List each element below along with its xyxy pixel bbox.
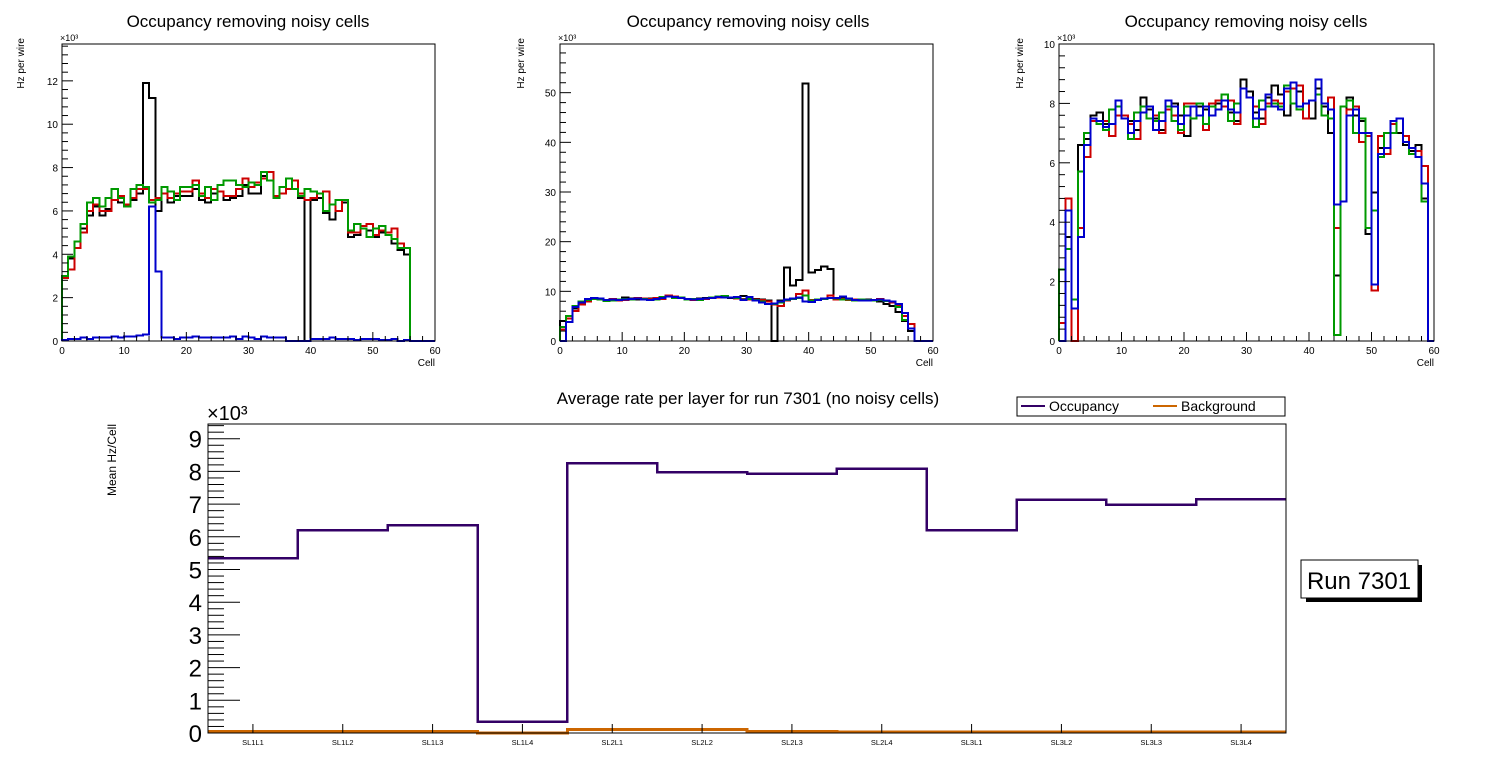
- x-category-label: SL1L2: [332, 738, 354, 747]
- x-category-label: SL1L1: [242, 738, 264, 747]
- y-tick-label: 7: [189, 492, 202, 519]
- panel-title: Occupancy removing noisy cells: [127, 12, 370, 31]
- series-line-red: [61, 170, 435, 342]
- series-line-green: [61, 170, 435, 342]
- x-category-label: SL2L2: [691, 738, 713, 747]
- panel-title: Average rate per layer for run 7301 (no …: [557, 389, 939, 408]
- y-tick-label: 4: [189, 590, 202, 617]
- y-tick-label: 1: [189, 688, 202, 715]
- y-tick-label: 0: [52, 337, 58, 348]
- y-multiplier: ×10³: [1057, 33, 1075, 43]
- x-axis-label: Cell: [916, 358, 933, 369]
- x-category-label: SL2L3: [781, 738, 803, 747]
- x-category-label: SL1L4: [512, 738, 534, 747]
- x-category-label: SL3L3: [1140, 738, 1162, 747]
- y-tick-label: 2: [1049, 278, 1055, 289]
- y-tick-label: 30: [545, 188, 557, 199]
- y-tick-label: 0: [1049, 337, 1055, 348]
- y-tick-label: 4: [1049, 218, 1055, 229]
- x-axis-label: Cell: [1417, 358, 1434, 369]
- y-tick-label: 8: [189, 459, 202, 486]
- y-axis-label: Hz per wire: [16, 38, 27, 89]
- series-line-black: [61, 82, 435, 342]
- x-category-label: SL2L4: [871, 738, 893, 747]
- x-category-label: SL2L1: [601, 738, 623, 747]
- legend-label-occupancy: Occupancy: [1049, 398, 1119, 414]
- x-tick-label: 50: [1366, 346, 1378, 357]
- y-multiplier: ×10³: [60, 33, 78, 43]
- plot-frame: [207, 423, 1287, 734]
- y-tick-label: 10: [1044, 40, 1056, 51]
- y-tick-label: 4: [52, 250, 58, 261]
- y-tick-label: 10: [47, 120, 59, 131]
- x-tick-label: 40: [1303, 346, 1315, 357]
- layer-rate-panel: Average rate per layer for run 7301 (no …: [105, 389, 1287, 748]
- x-tick-label: 20: [181, 346, 193, 357]
- x-tick-label: 60: [429, 346, 441, 357]
- x-tick-label: 10: [119, 346, 131, 357]
- run-label-box: Run 7301: [1300, 559, 1422, 602]
- x-tick-label: 20: [679, 346, 691, 357]
- panel-title: Occupancy removing noisy cells: [1125, 12, 1368, 31]
- x-tick-label: 60: [927, 346, 939, 357]
- legend-box: [1016, 396, 1286, 417]
- x-tick-label: 10: [617, 346, 629, 357]
- x-tick-label: 0: [59, 346, 65, 357]
- x-category-label: SL1L3: [422, 738, 444, 747]
- y-tick-label: 2: [52, 294, 58, 305]
- panel-title: Occupancy removing noisy cells: [627, 12, 870, 31]
- y-tick-label: 8: [1049, 99, 1055, 110]
- x-category-label: SL3L1: [961, 738, 983, 747]
- y-tick-label: 6: [52, 207, 58, 218]
- series-line-occupancy: [208, 461, 1286, 723]
- x-tick-label: 0: [1056, 346, 1062, 357]
- x-tick-label: 30: [243, 346, 255, 357]
- y-tick-label: 6: [189, 525, 202, 552]
- y-tick-label: 10: [545, 287, 557, 298]
- run-label: Run 7301: [1307, 568, 1411, 595]
- x-tick-label: 30: [1241, 346, 1253, 357]
- y-tick-label: 2: [189, 656, 202, 683]
- series-line-blue: [61, 205, 435, 342]
- x-category-label: SL3L4: [1230, 738, 1252, 747]
- y-axis-label: Mean Hz/Cell: [105, 424, 119, 496]
- y-tick-label: 6: [1049, 159, 1055, 170]
- y-tick-label: 8: [52, 164, 58, 175]
- y-multiplier: ×10³: [207, 403, 248, 425]
- x-tick-label: 30: [741, 346, 753, 357]
- x-tick-label: 40: [305, 346, 317, 357]
- y-axis-label: Hz per wire: [516, 38, 527, 89]
- x-axis-label: Cell: [418, 358, 435, 369]
- histogram-panel-2: Occupancy removing noisy cells 0 10 20 30 40 5…: [516, 12, 939, 369]
- y-tick-label: 3: [189, 623, 202, 650]
- y-multiplier: ×10³: [558, 33, 576, 43]
- series-line-blue: [560, 295, 933, 342]
- y-tick-label: 5: [189, 558, 202, 585]
- y-tick-label: 50: [545, 89, 557, 100]
- x-tick-label: 20: [1178, 346, 1190, 357]
- y-tick-label: 0: [189, 721, 202, 748]
- x-tick-label: 0: [557, 346, 563, 357]
- x-tick-label: 50: [865, 346, 877, 357]
- series-line-background: [208, 728, 1286, 735]
- y-tick-label: 12: [47, 77, 59, 88]
- run-label-frame: [1300, 559, 1419, 599]
- series-line-black: [559, 82, 933, 342]
- series-line-blue: [1059, 78, 1434, 342]
- y-tick-label: 20: [545, 238, 557, 249]
- y-tick-label: 0: [550, 337, 556, 348]
- legend: Occupancy Background: [1016, 396, 1286, 417]
- x-tick-label: 10: [1116, 346, 1128, 357]
- y-tick-label: 9: [189, 427, 202, 454]
- x-category-label: SL3L2: [1051, 738, 1073, 747]
- x-tick-label: 40: [803, 346, 815, 357]
- x-tick-label: 50: [367, 346, 379, 357]
- y-axis-label: Hz per wire: [1015, 38, 1026, 89]
- legend-label-background: Background: [1181, 398, 1256, 414]
- y-tick-label: 40: [545, 138, 557, 149]
- x-tick-label: 60: [1428, 346, 1440, 357]
